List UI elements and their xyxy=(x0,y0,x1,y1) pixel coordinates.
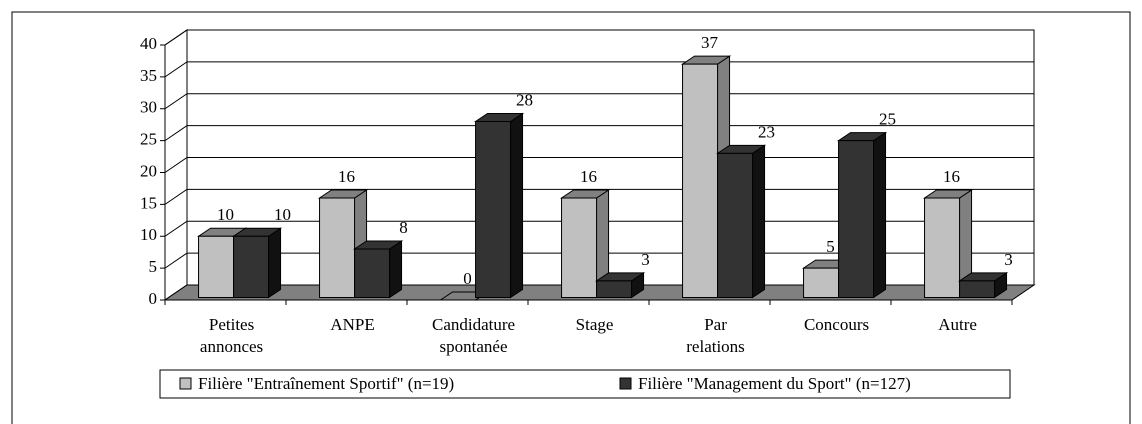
value-label: 16 xyxy=(580,167,597,186)
bar-side xyxy=(389,240,403,299)
legend-swatch xyxy=(619,377,632,390)
bar xyxy=(957,271,1009,299)
bar xyxy=(594,271,646,299)
value-label: 16 xyxy=(338,167,355,186)
bar-side xyxy=(752,144,766,299)
grid-line xyxy=(164,125,1034,142)
y-tick-label: 20 xyxy=(140,161,157,180)
bar-front xyxy=(924,197,961,298)
bar-front xyxy=(233,235,270,298)
value-label: 25 xyxy=(879,110,896,129)
bar-front xyxy=(319,197,356,298)
legend-label: Filière "Management du Sport" (n=127) xyxy=(638,374,911,393)
legend-box xyxy=(159,369,1011,399)
legend-swatch xyxy=(179,377,192,390)
grid-line xyxy=(164,29,1034,46)
value-label: 16 xyxy=(943,167,960,186)
y-tick-label: 35 xyxy=(140,66,157,85)
bar-front xyxy=(475,121,512,298)
value-label: 37 xyxy=(701,33,719,52)
bar-front xyxy=(682,63,719,298)
bar-front xyxy=(803,267,840,298)
bar-front xyxy=(354,248,391,298)
bar-front xyxy=(959,280,996,298)
bar xyxy=(715,144,767,299)
value-label: 10 xyxy=(217,205,234,224)
value-label: 0 xyxy=(463,269,472,288)
frame xyxy=(11,11,1131,424)
bar-side xyxy=(268,227,282,299)
bar xyxy=(473,112,525,299)
bar xyxy=(352,240,404,299)
bar-front xyxy=(198,235,235,298)
bar-front xyxy=(717,152,754,298)
x-tick-label: Candidature spontanée xyxy=(432,315,515,356)
value-label: 28 xyxy=(516,90,533,109)
x-tick-label: Concours xyxy=(804,315,869,334)
bar-side xyxy=(510,112,524,299)
x-tick-label: Stage xyxy=(576,315,614,334)
legend-label: Filière "Entraînement Sportif" (n=19) xyxy=(198,374,454,393)
x-tick-label: Autre xyxy=(938,315,977,334)
y-tick-label: 30 xyxy=(140,98,157,117)
x-tick-label: ANPE xyxy=(330,315,374,334)
value-label: 23 xyxy=(758,122,775,141)
y-tick-label: 15 xyxy=(140,193,157,212)
bar-front xyxy=(838,140,875,298)
bar-front xyxy=(561,197,598,298)
y-tick-label: 10 xyxy=(140,225,157,244)
bar-side xyxy=(873,131,887,299)
bar xyxy=(231,227,283,299)
y-tick-label: 5 xyxy=(149,257,158,276)
grid-line xyxy=(164,61,1034,78)
x-tick-label: Par relations xyxy=(686,315,745,356)
value-label: 8 xyxy=(399,218,408,237)
y-tick-label: 0 xyxy=(149,289,158,308)
bar xyxy=(836,131,888,299)
value-label: 3 xyxy=(641,250,650,269)
value-label: 10 xyxy=(274,205,291,224)
x-tick-label: Petites annonces xyxy=(200,315,263,356)
grid-line xyxy=(164,93,1034,110)
y-tick-label: 25 xyxy=(140,130,157,149)
value-label: 3 xyxy=(1004,250,1013,269)
value-label: 5 xyxy=(826,237,835,256)
bar xyxy=(559,189,611,299)
bar-front xyxy=(596,280,633,298)
bar xyxy=(922,189,974,299)
y-tick-label: 40 xyxy=(140,34,157,53)
